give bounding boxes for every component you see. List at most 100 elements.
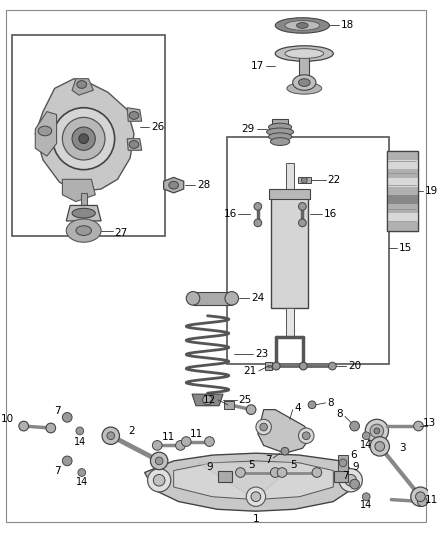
Ellipse shape bbox=[76, 226, 92, 236]
Bar bbox=[387, 204, 417, 213]
Text: 6: 6 bbox=[351, 450, 357, 460]
Ellipse shape bbox=[267, 128, 293, 136]
Text: 14: 14 bbox=[74, 437, 86, 447]
Text: 8: 8 bbox=[336, 409, 343, 419]
Polygon shape bbox=[72, 79, 93, 95]
Text: 28: 28 bbox=[197, 180, 210, 190]
Text: 21: 21 bbox=[244, 366, 257, 376]
Circle shape bbox=[345, 474, 357, 486]
Polygon shape bbox=[66, 205, 101, 221]
Text: 24: 24 bbox=[251, 293, 264, 303]
Text: 14: 14 bbox=[360, 500, 372, 511]
Bar bbox=[387, 151, 417, 160]
Text: 14: 14 bbox=[76, 477, 88, 487]
Circle shape bbox=[254, 219, 262, 227]
Bar bbox=[193, 292, 232, 305]
Bar bbox=[265, 362, 272, 370]
Circle shape bbox=[411, 487, 430, 506]
Bar bbox=[387, 222, 417, 231]
Circle shape bbox=[339, 469, 362, 492]
Text: 27: 27 bbox=[115, 228, 128, 238]
Text: 4: 4 bbox=[295, 403, 301, 413]
Circle shape bbox=[251, 492, 261, 502]
Bar bbox=[218, 471, 232, 482]
Circle shape bbox=[362, 493, 370, 500]
Polygon shape bbox=[35, 111, 57, 156]
Bar bbox=[269, 189, 310, 199]
Ellipse shape bbox=[287, 83, 322, 94]
Bar bbox=[387, 151, 417, 231]
Text: 2: 2 bbox=[128, 426, 135, 436]
Circle shape bbox=[308, 401, 316, 409]
Polygon shape bbox=[35, 79, 134, 192]
Text: 20: 20 bbox=[348, 361, 361, 371]
Ellipse shape bbox=[285, 21, 320, 30]
Circle shape bbox=[370, 424, 384, 438]
Text: 15: 15 bbox=[399, 243, 412, 253]
Circle shape bbox=[370, 437, 389, 456]
Circle shape bbox=[298, 428, 314, 443]
Text: 17: 17 bbox=[251, 61, 264, 71]
Bar bbox=[387, 213, 417, 222]
Ellipse shape bbox=[301, 177, 307, 183]
Circle shape bbox=[350, 421, 360, 431]
Bar bbox=[387, 177, 417, 187]
Ellipse shape bbox=[72, 208, 95, 218]
Polygon shape bbox=[127, 139, 142, 150]
Circle shape bbox=[416, 492, 425, 502]
Bar bbox=[387, 195, 417, 204]
Circle shape bbox=[417, 497, 427, 506]
Circle shape bbox=[107, 432, 115, 440]
Bar bbox=[334, 471, 348, 482]
Circle shape bbox=[350, 479, 360, 489]
Polygon shape bbox=[258, 410, 312, 453]
Text: 11: 11 bbox=[162, 432, 175, 442]
Circle shape bbox=[312, 467, 322, 478]
Ellipse shape bbox=[72, 127, 95, 150]
Ellipse shape bbox=[275, 18, 329, 33]
Circle shape bbox=[19, 421, 28, 431]
Polygon shape bbox=[145, 453, 355, 511]
Text: 14: 14 bbox=[360, 440, 372, 450]
Circle shape bbox=[78, 469, 85, 477]
Ellipse shape bbox=[129, 141, 139, 148]
Circle shape bbox=[155, 457, 163, 465]
Circle shape bbox=[246, 487, 265, 506]
Circle shape bbox=[281, 447, 289, 455]
Bar bbox=[286, 163, 293, 197]
Text: 9: 9 bbox=[207, 462, 213, 472]
Circle shape bbox=[277, 467, 287, 478]
Circle shape bbox=[302, 432, 310, 440]
Circle shape bbox=[153, 474, 165, 486]
Text: 7: 7 bbox=[342, 471, 349, 481]
Circle shape bbox=[328, 362, 336, 370]
Text: 5: 5 bbox=[290, 460, 297, 470]
Circle shape bbox=[365, 419, 389, 442]
Ellipse shape bbox=[53, 108, 115, 169]
Text: 9: 9 bbox=[353, 462, 359, 472]
Ellipse shape bbox=[77, 80, 87, 88]
Polygon shape bbox=[198, 463, 295, 499]
Circle shape bbox=[76, 427, 84, 435]
Text: 29: 29 bbox=[242, 124, 255, 134]
Ellipse shape bbox=[66, 219, 101, 242]
Text: 16: 16 bbox=[324, 209, 337, 219]
Text: 22: 22 bbox=[328, 175, 341, 185]
Text: 1: 1 bbox=[253, 514, 259, 524]
Polygon shape bbox=[164, 177, 184, 193]
Circle shape bbox=[152, 441, 162, 450]
Text: 12: 12 bbox=[203, 395, 216, 405]
Bar bbox=[12, 35, 165, 237]
Bar bbox=[272, 119, 288, 127]
Text: 11: 11 bbox=[425, 495, 438, 505]
Circle shape bbox=[148, 469, 171, 492]
Polygon shape bbox=[62, 179, 95, 201]
Bar bbox=[387, 187, 417, 195]
Circle shape bbox=[300, 362, 307, 370]
Ellipse shape bbox=[297, 22, 308, 28]
Circle shape bbox=[413, 421, 423, 431]
Circle shape bbox=[254, 203, 262, 211]
Circle shape bbox=[225, 292, 239, 305]
Ellipse shape bbox=[38, 126, 52, 136]
Circle shape bbox=[256, 419, 272, 435]
